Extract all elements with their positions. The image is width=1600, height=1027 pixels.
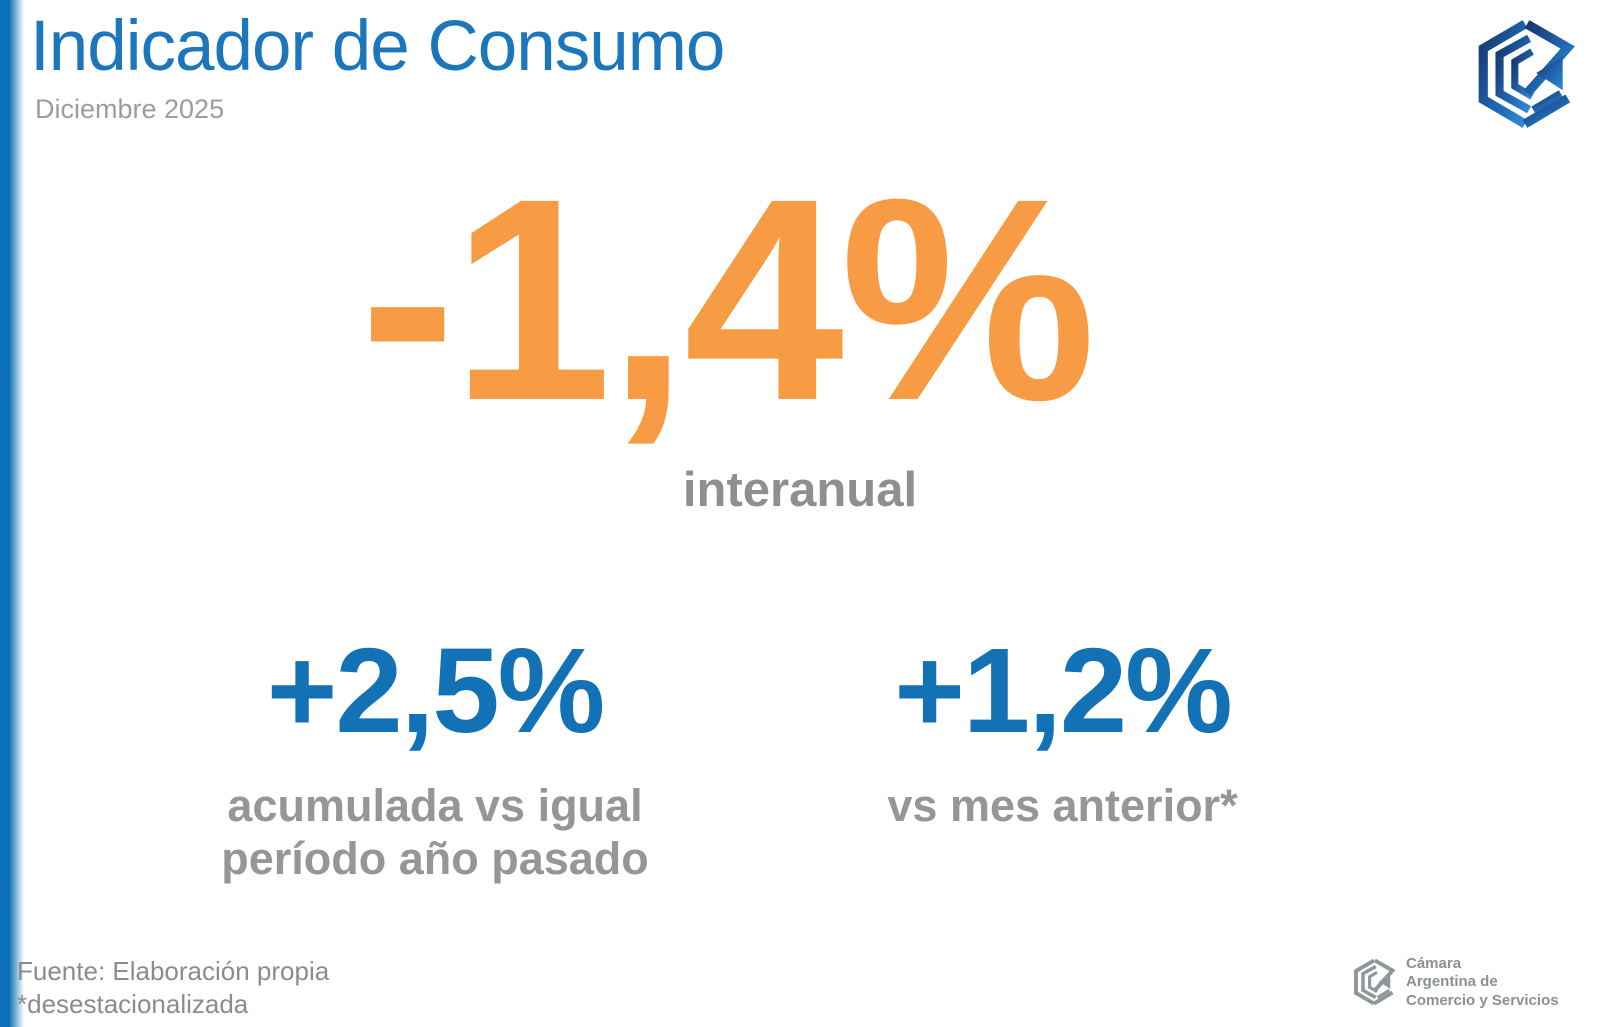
metric-monthly: +1,2% vs mes anterior* xyxy=(870,630,1255,832)
footer-note: *desestacionalizada xyxy=(17,988,249,1019)
metric-accumulated-label-line2: período año pasado xyxy=(221,833,649,885)
metric-accumulated-label: acumulada vs igual período año pasado xyxy=(200,779,670,885)
org-name-line1: Cámara xyxy=(1406,955,1462,972)
hero-metric-label: interanual xyxy=(682,463,918,517)
org-branding: Cámara Argentina de Comercio y Servicios xyxy=(1352,955,1559,1010)
org-name-line2: Argentina de xyxy=(1406,973,1498,991)
metric-monthly-value: +1,2% xyxy=(894,622,1232,758)
hero-metric-value: -1,4% xyxy=(359,139,1096,461)
org-name-line3: Comercio y Servicios xyxy=(1406,991,1559,1009)
org-name: Cámara Argentina de Comercio y Servicios xyxy=(1406,955,1559,1010)
cac-hexagon-logo-gray-icon xyxy=(1353,959,1396,1006)
metric-accumulated-label-line1: acumulada vs igual xyxy=(227,780,643,831)
metric-monthly-label: vs mes anterior* xyxy=(887,780,1238,831)
footer: Fuente: Elaboración propia *desestaciona… xyxy=(17,955,329,1020)
page-title: Indicador de Consumo xyxy=(30,7,725,86)
metric-accumulated-value: +2,5% xyxy=(266,622,605,758)
footer-source: Fuente: Elaboración propia xyxy=(17,956,330,986)
left-edge-accent-bar xyxy=(0,0,24,1027)
cac-hexagon-logo-icon xyxy=(1478,20,1575,128)
page-subtitle: Diciembre 2025 xyxy=(35,94,225,124)
metric-accumulated: +2,5% acumulada vs igual período año pas… xyxy=(200,630,670,885)
